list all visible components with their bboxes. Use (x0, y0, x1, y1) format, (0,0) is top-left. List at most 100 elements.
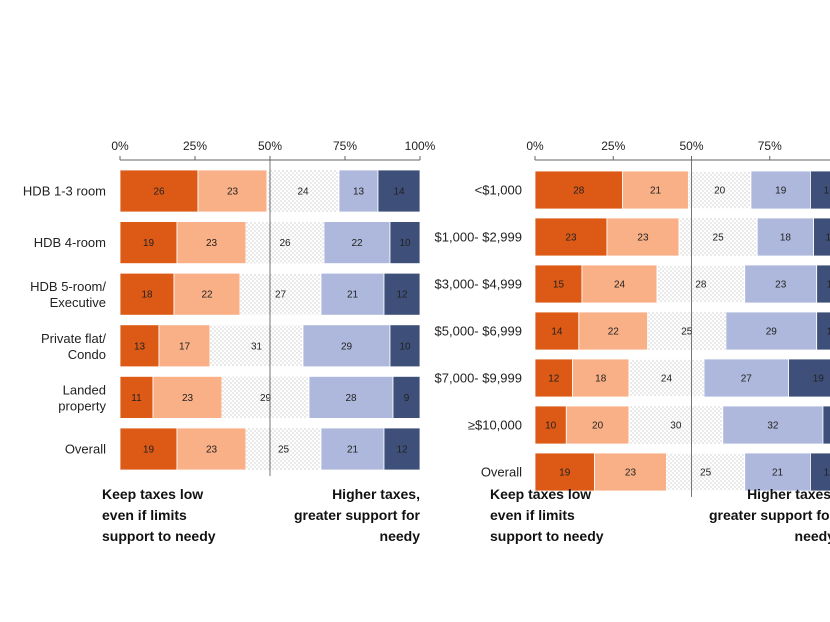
x-tick-label: 50% (679, 139, 703, 153)
x-tick-label: 75% (333, 139, 357, 153)
higher-taxes-strongly-segment (816, 311, 830, 351)
higher-taxes-segment (302, 324, 391, 368)
value-label-strong-high: 14 (393, 187, 405, 198)
value-label-neutral: 28 (695, 280, 707, 291)
value-label-high: 27 (741, 374, 753, 385)
keep-taxes-low-strongly-segment (534, 311, 580, 351)
value-label-strong-low: 15 (553, 280, 565, 291)
value-label-low: 18 (595, 374, 607, 385)
keep-taxes-low-segment (158, 324, 211, 368)
keep-taxes-low-strongly-segment (534, 217, 608, 257)
x-tick-label: 0% (526, 139, 544, 153)
neutral-segment (678, 217, 758, 257)
value-label-low: 23 (182, 393, 194, 404)
x-tick-label: 50% (258, 139, 282, 153)
value-label-strong-low: 10 (545, 421, 557, 432)
caption-line: Keep taxes low (102, 486, 204, 502)
keep-taxes-low-segment (581, 264, 658, 304)
caption-line: Higher taxes, (747, 486, 830, 502)
value-label-strong-low: 19 (559, 468, 571, 479)
higher-taxes-strongly-segment (788, 358, 830, 398)
category-label: HDB 1-3 room (23, 184, 106, 199)
value-label-low: 22 (608, 327, 620, 338)
value-label-low: 21 (650, 186, 662, 197)
keep-taxes-low-strongly-segment (534, 264, 583, 304)
higher-taxes-strongly-segment (389, 324, 421, 368)
caption-line: Higher taxes, (332, 486, 420, 502)
value-label-high: 21 (347, 290, 359, 301)
higher-taxes-segment (722, 405, 824, 445)
value-label-high: 19 (775, 186, 787, 197)
value-label-high: 23 (775, 280, 787, 291)
caption-line: needy (794, 528, 830, 544)
higher-taxes-segment (744, 452, 811, 492)
value-label-neutral: 20 (714, 186, 726, 197)
higher-taxes-strongly-segment (389, 221, 421, 265)
value-label-strong-low: 14 (551, 327, 563, 338)
category-label: <$1,000 (475, 183, 522, 198)
higher-taxes-segment (323, 221, 391, 265)
value-label-neutral: 27 (275, 290, 287, 301)
right-caption-chart-2: Higher taxes, greater support for needy (665, 484, 830, 547)
right-caption-chart-1: Higher taxes, greater support for needy (250, 484, 420, 547)
left-caption-chart-1: Keep taxes low even if limits support to… (102, 484, 282, 547)
keep-taxes-low-segment (176, 427, 247, 471)
caption-line: greater support for (708, 507, 830, 523)
value-label-strong-low: 23 (565, 233, 577, 244)
value-label-neutral: 24 (297, 187, 309, 198)
value-label-low: 20 (592, 421, 604, 432)
x-tick-label: 25% (183, 139, 207, 153)
value-label-strong-low: 13 (134, 341, 146, 352)
value-label-strong-low: 19 (143, 238, 155, 249)
neutral-segment (221, 375, 310, 419)
keep-taxes-low-strongly-segment (534, 170, 624, 210)
value-label-neutral: 25 (278, 445, 290, 456)
keep-taxes-low-segment (565, 405, 630, 445)
category-label: $5,000- $6,999 (435, 324, 522, 339)
higher-taxes-strongly-segment (810, 170, 830, 210)
value-label-strong-high: 12 (824, 468, 830, 479)
caption-line: needy (379, 528, 420, 544)
keep-taxes-low-strongly-segment (119, 272, 175, 316)
neutral-segment (245, 427, 322, 471)
category-label: Overall (481, 465, 522, 480)
value-label-high: 21 (347, 445, 359, 456)
higher-taxes-segment (756, 217, 814, 257)
value-label-low: 24 (614, 280, 626, 291)
neutral-segment (666, 452, 746, 492)
category-label: Private flat/Condo (41, 331, 106, 362)
higher-taxes-strongly-segment (377, 169, 421, 213)
value-label-strong-low: 26 (153, 187, 165, 198)
higher-taxes-segment (725, 311, 818, 351)
value-label-strong-low: 28 (573, 186, 585, 197)
value-label-low: 17 (179, 341, 191, 352)
value-label-high: 32 (767, 421, 779, 432)
caption-line: greater support for (293, 507, 420, 523)
value-label-strong-high: 12 (396, 290, 408, 301)
value-label-high: 22 (351, 238, 363, 249)
keep-taxes-low-strongly-segment (119, 324, 160, 368)
value-label-strong-low: 19 (143, 445, 155, 456)
value-label-low: 23 (206, 445, 218, 456)
higher-taxes-segment (320, 272, 385, 316)
category-label: HDB 4-room (34, 235, 106, 250)
neutral-segment (245, 221, 325, 265)
value-label-strong-low: 11 (131, 393, 142, 404)
higher-taxes-strongly-segment (383, 272, 421, 316)
caption-line: even if limits (490, 507, 575, 523)
value-label-low: 23 (637, 233, 649, 244)
neutral-segment (647, 311, 727, 351)
value-label-strong-high: 9 (404, 393, 410, 404)
higher-taxes-segment (744, 264, 818, 304)
value-label-strong-high: 19 (813, 374, 825, 385)
keep-taxes-low-strongly-segment (119, 221, 178, 265)
caption-line: Keep taxes low (490, 486, 592, 502)
category-label: $3,000- $4,999 (435, 277, 522, 292)
value-label-high: 18 (780, 233, 792, 244)
value-label-strong-high: 10 (827, 280, 830, 291)
category-label: ≥$10,000 (468, 418, 522, 433)
x-tick-label: 0% (111, 139, 129, 153)
value-label-high: 29 (766, 327, 778, 338)
x-tick-label: 25% (601, 139, 625, 153)
value-label-strong-high: 10 (827, 327, 830, 338)
